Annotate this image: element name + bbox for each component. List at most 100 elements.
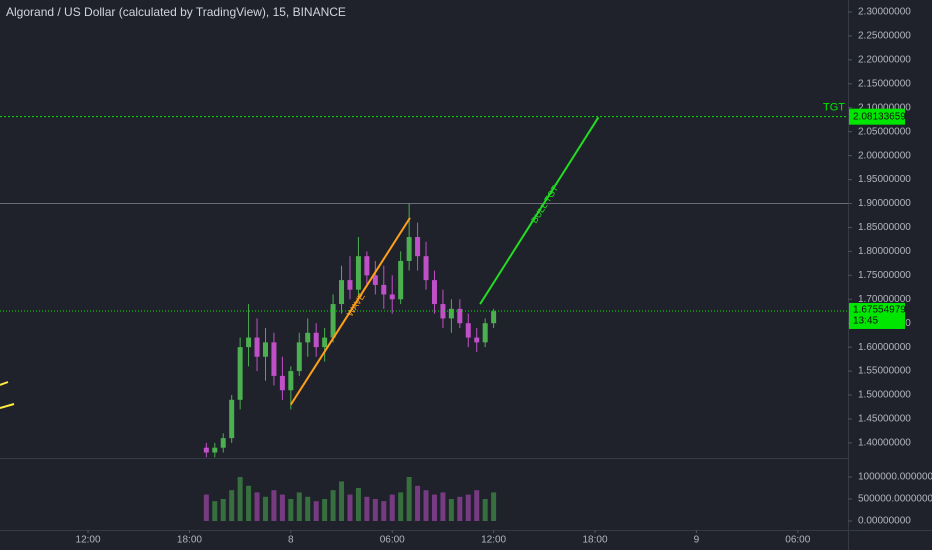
target-label: TGT: [823, 102, 845, 114]
candle-body: [465, 323, 471, 338]
candle-body: [440, 304, 446, 319]
y-tick-label: 1.45000000: [858, 414, 911, 425]
candle-body: [271, 342, 277, 376]
volume-bar: [482, 498, 488, 521]
x-tick-label: 12:00: [481, 535, 506, 546]
volume-bar: [246, 485, 252, 521]
candle-body: [305, 332, 311, 343]
candle-body: [482, 323, 488, 343]
y-tick-label: 1.85000000: [858, 222, 911, 233]
candle-body: [389, 294, 395, 300]
y-tick-label: 1.90000000: [858, 198, 911, 209]
candle-body: [339, 280, 345, 305]
volume-bar: [305, 496, 311, 521]
volume-bar: [440, 492, 446, 521]
volume-bar: [254, 492, 260, 521]
volume-bar: [431, 494, 437, 521]
candle-body: [474, 337, 480, 343]
y-tick-label: 2.00000000: [858, 150, 911, 161]
volume-bar: [465, 494, 471, 521]
candle-body: [246, 337, 252, 348]
y2-tick-label: 0.00000000: [858, 516, 911, 527]
volume-bar: [372, 498, 378, 521]
candle-body: [491, 311, 497, 324]
volume-bar: [474, 490, 480, 521]
volume-bar: [262, 496, 268, 521]
candle-body: [406, 237, 412, 261]
x-tick-label: 8: [288, 535, 294, 546]
candle-body: [381, 284, 387, 295]
candle-body: [448, 308, 454, 319]
candle-body: [254, 337, 260, 357]
candle-body: [355, 256, 361, 290]
candle-body: [431, 280, 437, 305]
volume-bar: [339, 481, 345, 521]
target-price-box: [849, 108, 905, 125]
volume-bar: [296, 492, 302, 521]
y-tick-label: 1.95000000: [858, 174, 911, 185]
volume-bar: [271, 490, 277, 521]
trend-line: [479, 116, 600, 305]
trend-line: [289, 217, 411, 406]
y-tick-label: 2.25000000: [858, 31, 911, 42]
candle-body: [288, 371, 294, 391]
volume-bar: [237, 476, 243, 521]
candle-body: [347, 280, 353, 290]
last-price-box: [849, 302, 905, 329]
y-tick-label: 1.75000000: [858, 270, 911, 281]
candle-body: [279, 375, 285, 391]
volume-bar: [415, 485, 421, 521]
trend-label: WAVE: [345, 291, 367, 318]
volume-bar: [288, 498, 294, 521]
price-pane: [0, 116, 848, 458]
volume-bar: [491, 492, 497, 521]
y-tick-label: 2.20000000: [858, 54, 911, 65]
y-tick-label: 1.60000000: [858, 342, 911, 353]
candle-body: [203, 447, 209, 453]
candle-body: [229, 399, 235, 439]
volume-bar: [347, 494, 353, 521]
y-tick-label: 2.30000000: [858, 7, 911, 18]
volume-bar: [203, 494, 209, 521]
volume-bar: [457, 496, 463, 521]
candle-body: [220, 438, 226, 448]
volume-bar: [229, 490, 235, 521]
candle-body: [372, 275, 378, 285]
volume-bar: [406, 476, 412, 521]
drawing: [0, 403, 15, 409]
volume-bar: [355, 487, 361, 521]
candle-body: [237, 347, 243, 400]
candle-body: [398, 260, 404, 300]
volume-bar: [212, 501, 218, 521]
x-tick-label: 9: [694, 535, 700, 546]
volume-bar: [381, 501, 387, 521]
drawing: [0, 381, 9, 386]
volume-bar: [423, 490, 429, 521]
x-tick-label: 06:00: [380, 535, 405, 546]
y2-tick-label: 500000.00000000: [858, 494, 932, 505]
y-tick-label: 2.10000000: [858, 102, 911, 113]
volume-bar: [220, 498, 226, 521]
volume-bar: [313, 501, 319, 521]
candle-body: [415, 237, 421, 257]
candle-body: [364, 256, 370, 276]
price-axis-bg: [848, 0, 932, 550]
y-tick-label: 1.55000000: [858, 366, 911, 377]
last-price: 1.67554979: [853, 305, 906, 316]
y-tick-label: 1.70000000: [858, 294, 911, 305]
x-tick-label: 06:00: [785, 535, 810, 546]
volume-pane: [203, 476, 497, 521]
x-tick-label: 18:00: [177, 535, 202, 546]
volume-bar: [322, 498, 328, 521]
candle-body: [423, 256, 429, 281]
y-tick-label: 2.15000000: [858, 78, 911, 89]
volume-bar: [398, 492, 404, 521]
y-tick-label: 1.80000000: [858, 246, 911, 257]
x-tick-label: 12:00: [76, 535, 101, 546]
y-tick-label: 1.50000000: [858, 390, 911, 401]
volume-bar: [448, 498, 454, 521]
volume-bar: [389, 494, 395, 521]
candle-body: [212, 447, 218, 453]
candle-body: [322, 337, 328, 348]
